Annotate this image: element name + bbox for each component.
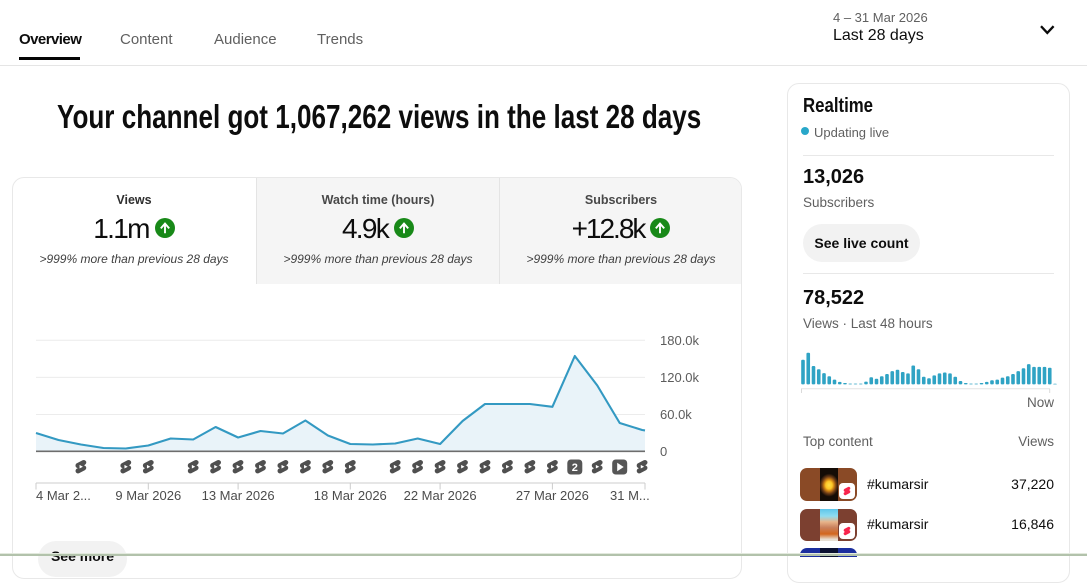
svg-text:13 Mar 2026: 13 Mar 2026 bbox=[202, 488, 275, 503]
svg-text:0: 0 bbox=[660, 444, 667, 459]
svg-text:120.0k: 120.0k bbox=[660, 370, 700, 385]
svg-text:9 Mar 2026: 9 Mar 2026 bbox=[115, 488, 181, 503]
svg-text:27 Mar 2026: 27 Mar 2026 bbox=[516, 488, 589, 503]
svg-text:60.0k: 60.0k bbox=[660, 407, 692, 422]
svg-text:22 Mar 2026: 22 Mar 2026 bbox=[404, 488, 477, 503]
svg-text:4 Mar 2...: 4 Mar 2... bbox=[36, 488, 91, 503]
svg-text:18 Mar 2026: 18 Mar 2026 bbox=[314, 488, 387, 503]
svg-text:180.0k: 180.0k bbox=[660, 333, 700, 348]
svg-text:2: 2 bbox=[572, 462, 578, 474]
svg-text:31 M...: 31 M... bbox=[610, 488, 650, 503]
